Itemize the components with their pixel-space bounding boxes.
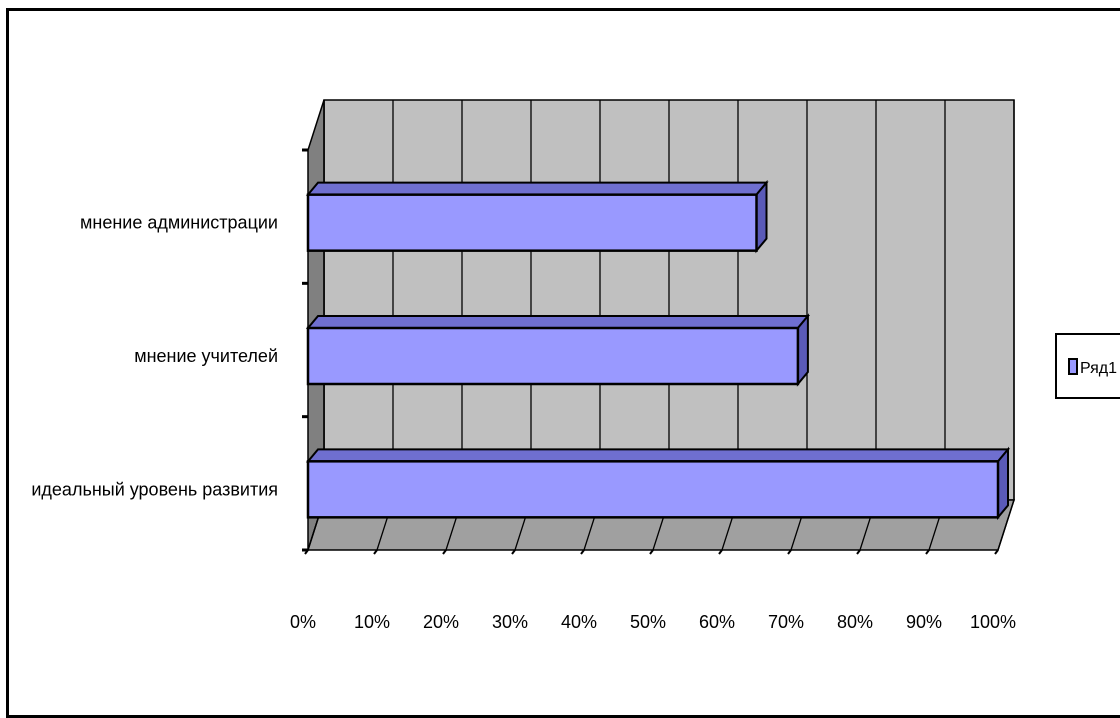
category-label-3: идеальный уровень развития [31, 479, 278, 499]
x-tick-labels: 0% 10% 20% 30% 40% 50% 60% 70% 80% 90% 100% [290, 612, 1016, 632]
bar-side-2 [796, 313, 809, 387]
legend-swatch-series-1 [1068, 358, 1078, 375]
x-tick-label: 60% [699, 612, 735, 632]
bar-2 [306, 326, 800, 386]
x-axis-tick [856, 549, 861, 555]
x-tick-label: 10% [354, 612, 390, 632]
x-tick-label: 70% [768, 612, 804, 632]
x-tick-label: 40% [561, 612, 597, 632]
bar-top-1 [305, 181, 769, 196]
bar-3 [306, 460, 1000, 519]
bar-side-3 [997, 446, 1009, 521]
x-tick-label: 90% [906, 612, 942, 632]
x-tick-label: 80% [837, 612, 873, 632]
x-axis-tick [994, 549, 999, 555]
legend-box [1055, 333, 1120, 399]
x-axis-tick [511, 549, 516, 555]
x-axis-tick [925, 549, 930, 555]
x-axis-tick [580, 549, 585, 555]
category-label-2: мнение учителей [134, 346, 278, 366]
x-axis-tick [718, 549, 723, 555]
chart-bars [305, 179, 1011, 521]
category-labels: мнение администрации мнение учителей идеал… [31, 213, 278, 500]
bar-top-3 [305, 448, 1011, 463]
x-tick-label: 50% [630, 612, 666, 632]
x-tick-label: 20% [423, 612, 459, 632]
gridline-floor [997, 499, 1015, 551]
x-axis-tick [787, 549, 792, 555]
x-axis-tick [373, 549, 378, 555]
x-tick-label: 100% [970, 612, 1016, 632]
x-tick-label: 30% [492, 612, 528, 632]
bar-1 [306, 193, 758, 252]
bar-side-1 [755, 179, 768, 254]
bar-top-2 [305, 315, 811, 329]
x-axis-tick [649, 549, 654, 555]
category-label-1: мнение администрации [80, 213, 278, 233]
x-axis-tick [442, 549, 447, 555]
x-axis-tick [304, 549, 309, 555]
legend-label-series-1: Ряд1 [1080, 360, 1117, 377]
x-tick-label: 0% [290, 612, 316, 632]
legend: Ряд1 [1055, 333, 1120, 399]
